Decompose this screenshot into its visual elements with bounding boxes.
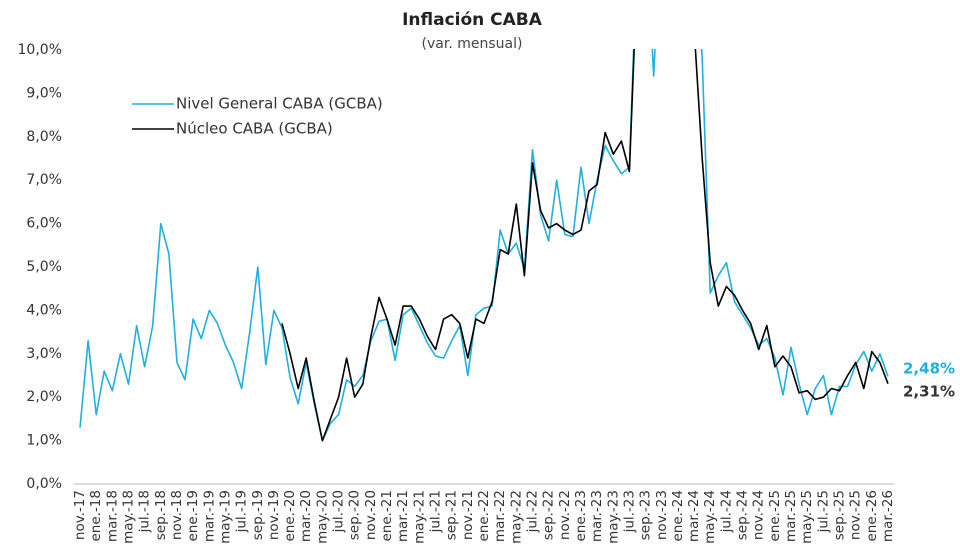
x-tick-label: nov.-22 xyxy=(557,490,573,540)
x-tick-label: nov.-18 xyxy=(169,490,185,540)
y-tick-label: 0,0% xyxy=(26,476,62,492)
y-tick-label: 8,0% xyxy=(26,129,62,145)
x-tick-label: nov.-23 xyxy=(654,490,670,540)
data-label: 2,31% xyxy=(903,383,955,401)
x-tick-label: mar.-18 xyxy=(104,490,120,542)
data-label: 2,48% xyxy=(903,360,955,378)
y-tick-label: 2,0% xyxy=(26,389,62,405)
x-tick-label: nov.-19 xyxy=(266,490,282,540)
x-tick-label: jul.-24 xyxy=(718,490,734,533)
x-tick-label: ene.-23 xyxy=(573,490,589,542)
chart-title: Inflación CABA xyxy=(402,10,543,30)
x-tick-label: may.-22 xyxy=(508,490,524,544)
x-tick-label: mar.-23 xyxy=(589,490,605,542)
x-tick-label: ene.-22 xyxy=(476,490,492,542)
x-tick-label: mar.-24 xyxy=(686,490,702,542)
x-tick-label: mar.-21 xyxy=(395,490,411,542)
x-tick-label: nov.-21 xyxy=(460,490,476,540)
x-tick-label: may.-20 xyxy=(314,490,330,544)
x-tick-label: sep.-18 xyxy=(153,490,169,540)
x-tick-label: jul.-23 xyxy=(621,490,637,533)
x-tick-label: sep.-19 xyxy=(250,490,266,540)
x-tick-label: sep.-24 xyxy=(735,490,751,540)
y-tick-label: 5,0% xyxy=(26,259,62,275)
x-tick-label: ene.-18 xyxy=(88,490,104,542)
x-tick-label: nov.-17 xyxy=(72,490,88,540)
x-tick-label: ene.-24 xyxy=(670,490,686,542)
y-tick-label: 3,0% xyxy=(26,346,62,362)
y-tick-label: 6,0% xyxy=(26,216,62,232)
x-tick-label: nov.-20 xyxy=(363,490,379,540)
x-tick-label: may.-21 xyxy=(411,490,427,544)
x-tick-label: jul.-20 xyxy=(331,490,347,533)
x-tick-label: ene.-21 xyxy=(379,490,395,542)
plot-area xyxy=(79,49,889,442)
x-tick-label: sep.-20 xyxy=(347,490,363,540)
x-tick-label: ene.-25 xyxy=(767,490,783,542)
y-tick-label: 4,0% xyxy=(26,302,62,318)
x-tick-label: sep.-23 xyxy=(638,490,654,540)
x-tick-label: mar.-25 xyxy=(783,490,799,542)
x-tick-label: jul.-25 xyxy=(815,490,831,533)
x-tick-label: mar.-20 xyxy=(298,490,314,542)
y-tick-label: 7,0% xyxy=(26,172,62,188)
chart-subtitle: (var. mensual) xyxy=(422,36,523,52)
x-tick-label: sep.-21 xyxy=(444,490,460,540)
x-tick-label: jul.-18 xyxy=(137,490,153,533)
y-tick-label: 10,0% xyxy=(18,42,62,58)
x-tick-label: nov.-24 xyxy=(751,490,767,540)
x-tick-label: ene.-20 xyxy=(282,490,298,542)
x-tick-label: mar.-19 xyxy=(201,490,217,542)
legend-label: Nivel General CABA (GCBA) xyxy=(176,95,383,113)
x-tick-label: mar.-26 xyxy=(880,490,896,542)
y-tick-label: 9,0% xyxy=(26,85,62,101)
x-tick-label: jul.-19 xyxy=(234,490,250,533)
x-tick-label: may.-23 xyxy=(605,490,621,544)
x-tick-label: mar.-22 xyxy=(492,490,508,542)
x-tick-label: may.-19 xyxy=(217,490,233,544)
y-tick-label: 1,0% xyxy=(26,433,62,449)
series-line xyxy=(281,49,889,442)
x-tick-label: may.-18 xyxy=(120,490,136,544)
x-tick-label: may.-24 xyxy=(702,490,718,544)
legend-label: Núcleo CABA (GCBA) xyxy=(176,120,333,138)
series-line xyxy=(79,49,889,442)
x-tick-label: jul.-22 xyxy=(524,490,540,533)
x-tick-label: ene.-19 xyxy=(185,490,201,542)
x-tick-label: ene.-26 xyxy=(864,490,880,542)
x-tick-label: jul.-21 xyxy=(428,490,444,533)
x-tick-label: sep.-25 xyxy=(832,490,848,540)
x-tick-label: sep.-22 xyxy=(541,490,557,540)
x-tick-label: may.-25 xyxy=(799,490,815,544)
x-tick-label: nov.-25 xyxy=(848,490,864,540)
